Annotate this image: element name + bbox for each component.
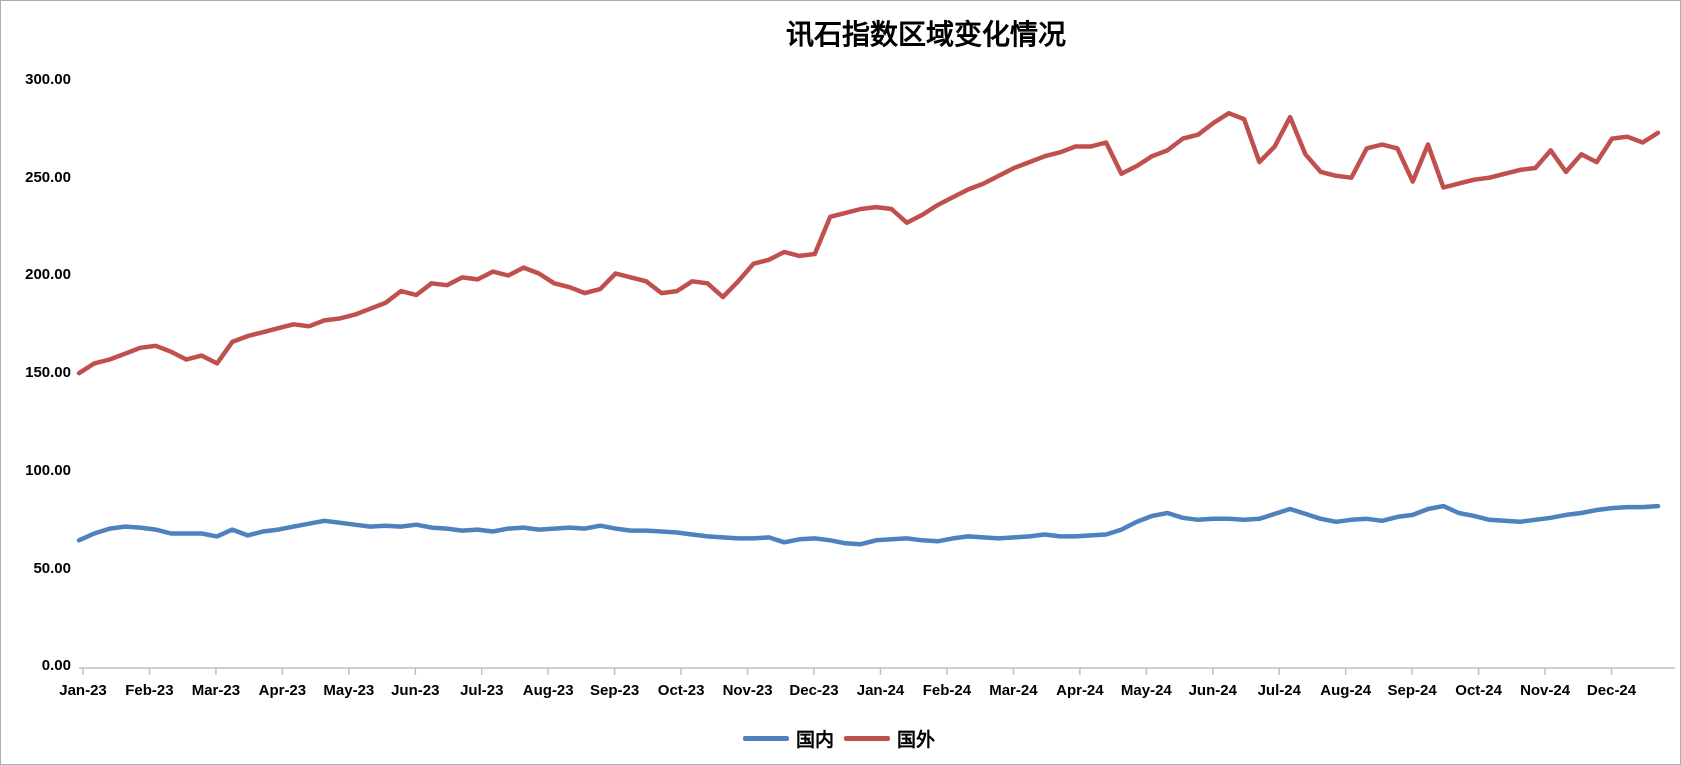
x-tick-label: Nov-24	[1520, 682, 1571, 699]
legend-item-foreign: 国外	[844, 725, 935, 752]
x-tick-label: Oct-23	[657, 682, 705, 699]
x-tick-label: Aug-23	[522, 682, 574, 699]
x-tick-label: Apr-24	[1056, 682, 1104, 699]
x-tick-label: Jun-24	[1188, 682, 1237, 699]
legend-line-domestic	[742, 736, 789, 741]
x-tick-label: Jun-23	[391, 682, 440, 699]
y-tick-label: 100.00	[25, 461, 71, 479]
y-tick-label: 50.00	[33, 559, 71, 577]
legend: 国内 国外	[742, 725, 935, 752]
y-tick-label: 300.00	[25, 71, 71, 88]
legend-label-foreign: 国外	[897, 729, 936, 751]
legend-item-domestic: 国内	[742, 725, 834, 752]
x-tick-label: Mar-23	[191, 682, 241, 699]
x-tick-label: Aug-24	[1320, 682, 1372, 699]
x-tick-label: Jul-24	[1257, 682, 1301, 699]
x-tick-label: Nov-23	[722, 682, 773, 699]
y-tick-label: 150.00	[25, 364, 71, 382]
x-tick-label: Feb-23	[125, 682, 174, 699]
x-tick-label: Apr-23	[258, 682, 307, 699]
x-tick-label: May-23	[323, 682, 375, 699]
x-tick-label: Jan-23	[59, 682, 107, 699]
series-line-domestic	[76, 503, 1661, 547]
x-tick-label: May-24	[1120, 682, 1172, 699]
x-tick-label: Dec-23	[789, 682, 839, 699]
chart-title: 讯石指数区域变化情况	[785, 18, 1067, 51]
x-tick-label: Feb-24	[922, 682, 972, 699]
x-tick-label: Oct-24	[1455, 682, 1502, 699]
x-tick-label: Mar-24	[989, 682, 1038, 699]
legend-label-domestic: 国内	[795, 729, 834, 751]
x-tick-label: Sep-23	[590, 682, 640, 699]
y-tick-label: 200.00	[25, 266, 71, 284]
x-tick-label: Dec-24	[1586, 682, 1637, 699]
x-tick-label: Sep-24	[1387, 682, 1437, 699]
legend-line-foreign	[844, 736, 890, 741]
series-line-foreign	[76, 110, 1661, 376]
x-tick-label: Jul-23	[460, 682, 504, 699]
y-tick-label: 0.00	[41, 657, 71, 675]
x-tick-label: Jan-24	[856, 682, 905, 699]
y-tick-label: 250.00	[25, 168, 71, 186]
